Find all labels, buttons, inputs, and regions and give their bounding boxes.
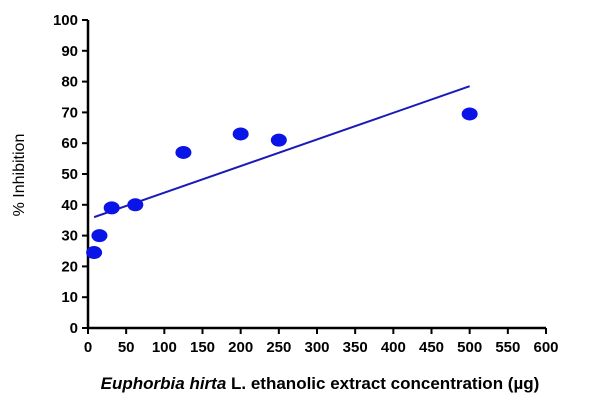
x-tick-label: 100 — [152, 339, 177, 356]
x-axis-label-rest: L. ethanolic extract concentration (µg) — [226, 374, 539, 393]
x-axis-label: Euphorbia hirta L. ethanolic extract con… — [101, 374, 540, 393]
x-tick-label: 250 — [266, 339, 291, 356]
y-tick-label: 50 — [61, 166, 78, 183]
axes — [86, 20, 546, 330]
x-axis-label-italic: Euphorbia hirta — [101, 374, 227, 393]
y-tick-label: 0 — [70, 320, 78, 337]
data-point — [461, 107, 478, 121]
x-tick-label: 50 — [118, 339, 135, 356]
data-point — [232, 127, 249, 141]
x-tick-label: 300 — [304, 339, 329, 356]
y-tick-label: 40 — [61, 197, 78, 214]
x-tick-label: 500 — [457, 339, 482, 356]
data-point — [175, 145, 192, 159]
x-tick-label: 200 — [228, 339, 253, 356]
data-point — [270, 133, 287, 147]
x-axis-ticks: 0 50 100 150 200 250 300 350 400 450 500 550 600 — [84, 328, 559, 356]
x-tick-label: 150 — [190, 339, 215, 356]
data-points — [86, 107, 478, 260]
y-axis-label: % Inhibition — [11, 134, 28, 217]
data-point — [127, 198, 144, 212]
data-point — [86, 246, 103, 260]
y-tick-label: 60 — [61, 135, 78, 152]
x-tick-label: 0 — [84, 339, 92, 356]
x-tick-label: 600 — [533, 339, 558, 356]
trendline-group — [93, 85, 470, 219]
y-tick-label: 80 — [61, 74, 78, 91]
data-point — [103, 201, 120, 215]
y-tick-label: 10 — [61, 289, 78, 306]
x-tick-label: 450 — [419, 339, 444, 356]
y-tick-label: 30 — [61, 228, 78, 245]
x-tick-label: 350 — [343, 339, 368, 356]
data-point — [91, 229, 108, 243]
trendline — [93, 85, 470, 219]
x-tick-label: 400 — [381, 339, 406, 356]
y-axis-ticks: 0 10 20 30 40 50 60 70 80 90 100 — [53, 12, 88, 337]
y-tick-label: 20 — [61, 258, 78, 275]
y-tick-label: 90 — [61, 43, 78, 60]
y-tick-label: 70 — [61, 104, 78, 121]
x-tick-label: 550 — [495, 339, 520, 356]
y-tick-label: 100 — [53, 12, 78, 29]
